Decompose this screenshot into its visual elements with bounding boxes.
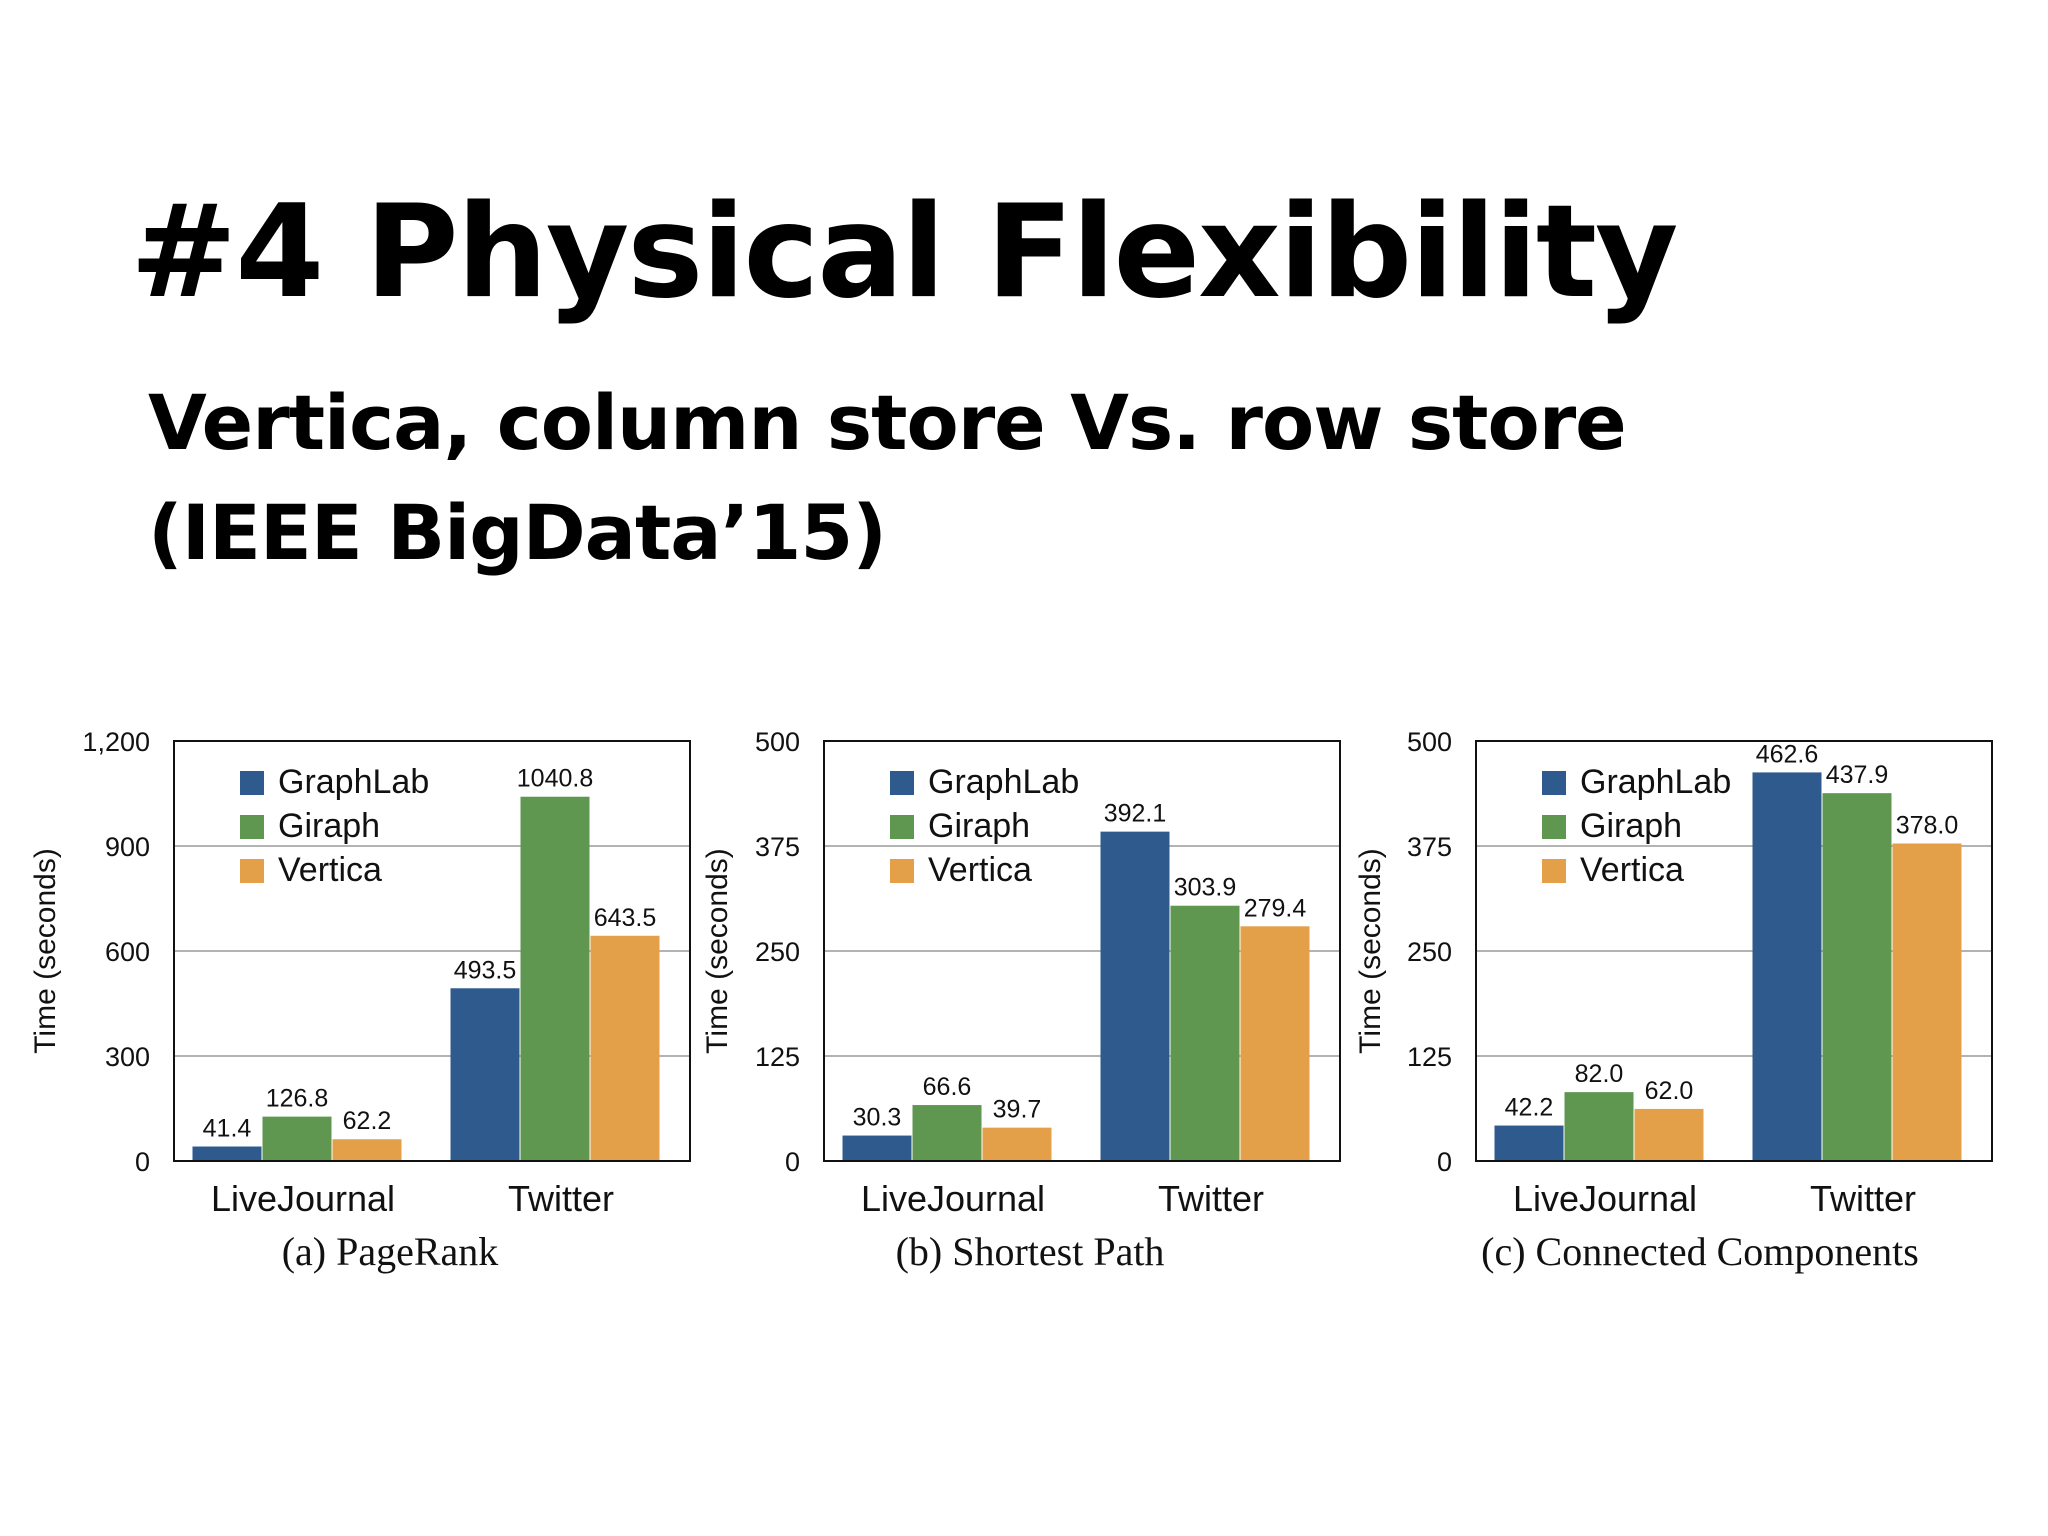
b-shortest-path-y-tick-label: 0 — [785, 1147, 800, 1177]
a-pagerank-bar-twitter-graphlab — [450, 988, 520, 1161]
c-connected-components-legend-label: GraphLab — [1580, 763, 1731, 801]
c-connected-components-bar-livejournal-graphlab — [1494, 1125, 1564, 1161]
caption-connected-components: (c) Connected Components — [1481, 1229, 1919, 1274]
slide-subtitle: Vertica, column store Vs. row store (IEE… — [148, 378, 1627, 577]
c-connected-components-data-label: 462.6 — [1756, 740, 1819, 768]
b-shortest-path-legend-swatch-giraph — [890, 815, 914, 839]
b-shortest-path-y-tick-label: 125 — [755, 1042, 800, 1072]
a-pagerank-y-tick-label: 900 — [105, 832, 150, 862]
a-pagerank-data-label: 1040.8 — [517, 765, 593, 793]
slide-title: #4 Physical Flexibility — [130, 178, 1678, 327]
c-connected-components-data-label: 42.2 — [1505, 1094, 1554, 1122]
b-shortest-path-plot-frame — [823, 740, 1341, 1162]
a-pagerank-legend-label: Vertica — [278, 851, 382, 889]
c-connected-components-legend-label: Vertica — [1580, 851, 1684, 889]
b-shortest-path-bar-livejournal-graphlab — [842, 1135, 912, 1161]
c-connected-components-y-axis-label: Time (seconds) — [1354, 848, 1387, 1054]
b-shortest-path-data-label: 279.4 — [1244, 894, 1307, 922]
a-pagerank-data-label: 126.8 — [266, 1085, 329, 1113]
c-connected-components-data-label: 378.0 — [1896, 811, 1959, 839]
c-connected-components-bar-livejournal-vertica — [1634, 1108, 1704, 1161]
a-pagerank-y-tick-label: 1,200 — [82, 727, 150, 757]
c-connected-components-data-label: 82.0 — [1575, 1060, 1624, 1088]
c-connected-components-bar-twitter-vertica — [1892, 843, 1962, 1161]
c-connected-components-legend-swatch-vertica — [1542, 859, 1566, 883]
b-shortest-path-bar-twitter-vertica — [1240, 926, 1310, 1161]
a-pagerank-x-tick-label: LiveJournal — [211, 1178, 395, 1219]
b-shortest-path-legend-label: GraphLab — [928, 763, 1079, 801]
c-connected-components-x-tick-label: Twitter — [1810, 1178, 1916, 1219]
c-connected-components-data-label: 62.0 — [1645, 1077, 1694, 1105]
b-shortest-path-data-label: 30.3 — [853, 1104, 902, 1132]
b-shortest-path-data-label: 66.6 — [923, 1073, 972, 1101]
b-shortest-path-y-tick-label: 500 — [755, 727, 800, 757]
a-pagerank-legend-swatch-vertica — [240, 859, 264, 883]
a-pagerank-y-tick-label: 0 — [135, 1147, 150, 1177]
b-shortest-path-x-tick-label: Twitter — [1158, 1178, 1264, 1219]
b-shortest-path-y-tick-label: 375 — [755, 832, 800, 862]
a-pagerank-data-label: 62.2 — [343, 1107, 392, 1135]
b-shortest-path-y-axis-label: Time (seconds) — [701, 848, 734, 1054]
c-connected-components-legend-swatch-giraph — [1542, 815, 1566, 839]
b-shortest-path-data-label: 303.9 — [1174, 874, 1237, 902]
c-connected-components-plot-frame — [1475, 740, 1993, 1162]
a-pagerank-legend-label: GraphLab — [278, 763, 429, 801]
caption-pagerank: (a) PageRank — [281, 1229, 499, 1274]
b-shortest-path-data-label: 392.1 — [1104, 800, 1167, 828]
b-shortest-path-y-tick-label: 250 — [755, 937, 800, 967]
c-connected-components-bar-livejournal-giraph — [1564, 1092, 1634, 1161]
b-shortest-path-bar-twitter-giraph — [1170, 905, 1240, 1161]
a-pagerank-bar-twitter-giraph — [520, 796, 590, 1161]
c-connected-components-legend-swatch-graphlab — [1542, 771, 1566, 795]
a-pagerank-bar-twitter-vertica — [590, 935, 660, 1161]
c-connected-components-y-tick-label: 375 — [1407, 832, 1452, 862]
b-shortest-path-bar-livejournal-giraph — [912, 1105, 982, 1161]
c-connected-components-y-tick-label: 250 — [1407, 937, 1452, 967]
b-shortest-path-legend-swatch-vertica — [890, 859, 914, 883]
b-shortest-path-data-label: 39.7 — [993, 1096, 1042, 1124]
a-pagerank-plot-frame — [173, 740, 691, 1162]
b-shortest-path-legend-label: Giraph — [928, 807, 1030, 845]
c-connected-components-y-tick-label: 125 — [1407, 1042, 1452, 1072]
b-shortest-path-legend-label: Vertica — [928, 851, 1032, 889]
b-shortest-path-x-tick-label: LiveJournal — [861, 1178, 1045, 1219]
b-shortest-path-bar-livejournal-vertica — [982, 1127, 1052, 1161]
caption-shortest-path: (b) Shortest Path — [895, 1229, 1165, 1274]
a-pagerank-bar-livejournal-giraph — [262, 1116, 332, 1161]
c-connected-components-legend-label: Giraph — [1580, 807, 1682, 845]
a-pagerank-bar-livejournal-vertica — [332, 1139, 402, 1161]
b-shortest-path-bar-twitter-graphlab — [1100, 831, 1170, 1161]
a-pagerank-legend-label: Giraph — [278, 807, 380, 845]
c-connected-components-bar-twitter-giraph — [1822, 793, 1892, 1161]
a-pagerank-x-tick-label: Twitter — [508, 1178, 614, 1219]
c-connected-components-data-label: 437.9 — [1826, 761, 1889, 789]
a-pagerank-legend-swatch-graphlab — [240, 771, 264, 795]
c-connected-components-bar-twitter-graphlab — [1752, 772, 1822, 1161]
c-connected-components-x-tick-label: LiveJournal — [1513, 1178, 1697, 1219]
a-pagerank-bar-livejournal-graphlab — [192, 1146, 262, 1161]
a-pagerank-legend-swatch-giraph — [240, 815, 264, 839]
a-pagerank-data-label: 643.5 — [594, 904, 657, 932]
a-pagerank-y-axis-label: Time (seconds) — [29, 848, 62, 1054]
a-pagerank-y-tick-label: 600 — [105, 937, 150, 967]
a-pagerank-data-label: 41.4 — [203, 1115, 252, 1143]
b-shortest-path-legend-swatch-graphlab — [890, 771, 914, 795]
c-connected-components-y-tick-label: 500 — [1407, 727, 1452, 757]
c-connected-components-y-tick-label: 0 — [1437, 1147, 1452, 1177]
a-pagerank-y-tick-label: 300 — [105, 1042, 150, 1072]
a-pagerank-data-label: 493.5 — [454, 956, 517, 984]
